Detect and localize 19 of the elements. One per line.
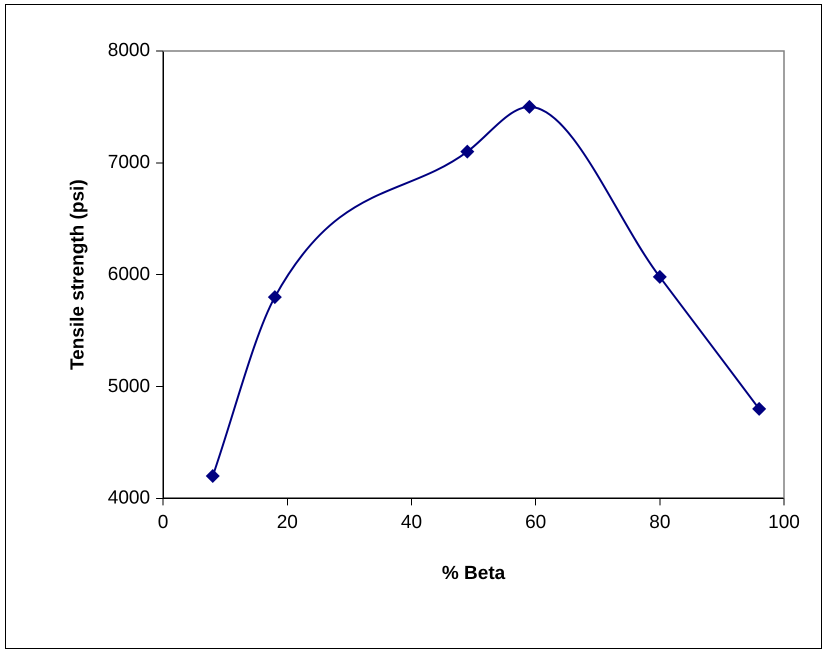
point bbox=[752, 402, 766, 416]
x-axis-title: % Beta bbox=[442, 562, 506, 584]
y-tick-label: 5000 bbox=[108, 376, 150, 397]
point bbox=[206, 469, 220, 484]
point bbox=[268, 290, 282, 304]
point bbox=[522, 100, 536, 114]
y-tick-label: 7000 bbox=[108, 152, 150, 174]
x-tick-label: 0 bbox=[158, 512, 168, 534]
point bbox=[652, 270, 667, 284]
point bbox=[460, 144, 474, 159]
y-tick-label: 8000 bbox=[108, 40, 150, 62]
y-axis-title: Tensile strength (psi) bbox=[68, 179, 89, 370]
y-tick-label: 6000 bbox=[108, 264, 150, 285]
x-tick-label: 100 bbox=[768, 512, 800, 534]
y-tick-label: 4000 bbox=[108, 488, 150, 509]
x-tick-label: 80 bbox=[649, 512, 670, 534]
x-tick-label: 40 bbox=[400, 512, 422, 534]
x-tick-label: 60 bbox=[525, 512, 546, 534]
x-tick-label: 20 bbox=[276, 512, 298, 534]
